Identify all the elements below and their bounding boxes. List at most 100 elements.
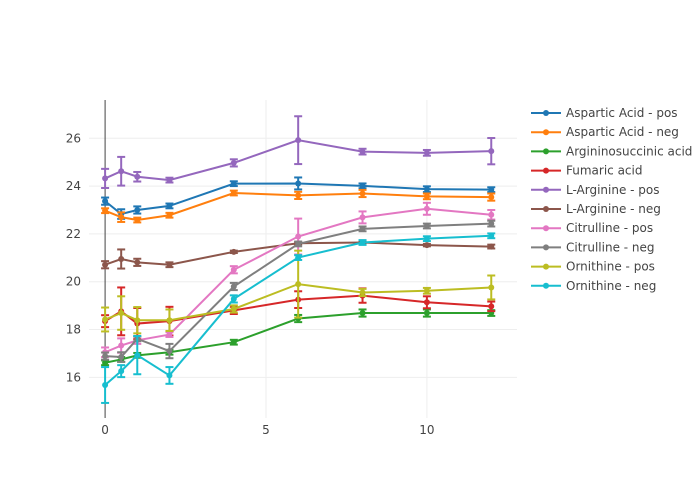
y-tick-label: 22: [66, 227, 81, 241]
legend-item: Aspartic Acid - pos: [531, 106, 678, 120]
data-point: [118, 354, 125, 361]
data-point: [166, 212, 173, 219]
legend-label: Aspartic Acid - neg: [566, 125, 679, 139]
series-group: [101, 115, 496, 404]
data-point: [359, 182, 366, 189]
series-aspartic-acid-pos: [101, 176, 496, 220]
data-point: [134, 217, 141, 224]
legend-label: Argininosuccinic acid: [566, 144, 692, 158]
data-point: [102, 261, 109, 268]
data-point: [423, 223, 430, 230]
data-point: [134, 352, 141, 359]
legend-marker: [543, 206, 549, 212]
legend-label: L-Arginine - neg: [566, 202, 661, 216]
legend-label: Ornithine - pos: [566, 260, 655, 274]
legend-label: Citrulline - pos: [566, 221, 653, 235]
legend-marker: [543, 186, 549, 193]
data-point: [295, 192, 302, 199]
data-point: [134, 259, 141, 266]
data-point: [295, 240, 302, 247]
data-point: [230, 305, 237, 312]
legend-item: Ornithine - pos: [531, 260, 655, 274]
data-point: [102, 198, 109, 205]
data-point: [488, 220, 495, 227]
legend-label: Citrulline - neg: [566, 240, 655, 254]
data-point: [166, 317, 173, 324]
data-point: [230, 159, 237, 166]
series-aspartic-acid-neg: [101, 188, 496, 224]
data-point: [118, 342, 125, 349]
data-point: [423, 235, 430, 242]
data-point: [118, 168, 125, 175]
legend-marker: [543, 129, 549, 136]
data-point: [488, 211, 495, 218]
data-point: [230, 295, 237, 302]
data-point: [102, 382, 109, 389]
legend-marker: [543, 263, 549, 270]
data-point: [488, 194, 495, 201]
y-tick-label: 16: [66, 370, 81, 384]
data-point: [359, 148, 366, 155]
x-tick-label: 0: [101, 423, 109, 437]
data-point: [488, 303, 495, 310]
data-point: [230, 190, 237, 197]
data-point: [359, 214, 366, 221]
y-tick-label: 18: [66, 323, 81, 337]
legend-label: L-Arginine - pos: [566, 183, 660, 197]
legend-item: Citrulline - pos: [531, 221, 653, 235]
legend-item: Argininosuccinic acid: [531, 144, 692, 158]
data-point: [488, 232, 495, 239]
data-point: [166, 177, 173, 184]
data-point: [488, 148, 495, 155]
data-point: [359, 225, 366, 232]
y-tick-label: 20: [66, 275, 81, 289]
legend-item: Fumaric acid: [531, 164, 642, 178]
legend-item: Citrulline - neg: [531, 240, 655, 254]
legend-marker: [543, 244, 549, 251]
data-point: [359, 190, 366, 197]
data-point: [166, 261, 173, 268]
legend-item: Ornithine - neg: [531, 279, 656, 293]
data-point: [423, 186, 430, 193]
legend: Aspartic Acid - pos Aspartic Acid - neg Ar…: [531, 106, 692, 293]
data-point: [423, 193, 430, 200]
data-point: [423, 310, 430, 317]
legend-item: Aspartic Acid - neg: [531, 125, 679, 139]
data-point: [102, 359, 109, 366]
legend-marker: [543, 282, 549, 289]
data-point: [295, 180, 302, 187]
data-point: [295, 281, 302, 288]
x-tick-label: 5: [262, 423, 270, 437]
data-point: [230, 266, 237, 273]
legend-label: Ornithine - neg: [566, 279, 656, 293]
data-point: [134, 173, 141, 180]
data-point: [118, 310, 125, 317]
data-point: [102, 175, 109, 182]
data-point: [295, 137, 302, 144]
data-point: [118, 368, 125, 375]
data-point: [166, 372, 173, 379]
data-point: [118, 214, 125, 221]
legend-label: Aspartic Acid - pos: [566, 106, 678, 120]
series-ornithine-pos: [101, 249, 496, 335]
data-point: [423, 242, 430, 249]
y-tick-label: 26: [66, 131, 81, 145]
legend-marker: [543, 110, 549, 116]
legend-marker: [543, 148, 549, 155]
data-point: [102, 316, 109, 323]
data-point: [166, 348, 173, 355]
data-point: [488, 284, 495, 291]
data-point: [423, 205, 430, 212]
legend-marker: [543, 225, 549, 232]
grid: [89, 100, 517, 418]
legend-item: L-Arginine - pos: [531, 183, 660, 197]
data-point: [230, 283, 237, 290]
data-point: [359, 289, 366, 296]
series-l-arginine-pos: [101, 115, 496, 189]
series-ornithine-neg: [101, 232, 496, 404]
y-tick-label: 24: [66, 179, 81, 193]
axes: 0 5 10 16 18 20 22 24 26: [66, 100, 435, 437]
data-point: [134, 317, 141, 324]
legend-item: L-Arginine - neg: [531, 202, 661, 216]
